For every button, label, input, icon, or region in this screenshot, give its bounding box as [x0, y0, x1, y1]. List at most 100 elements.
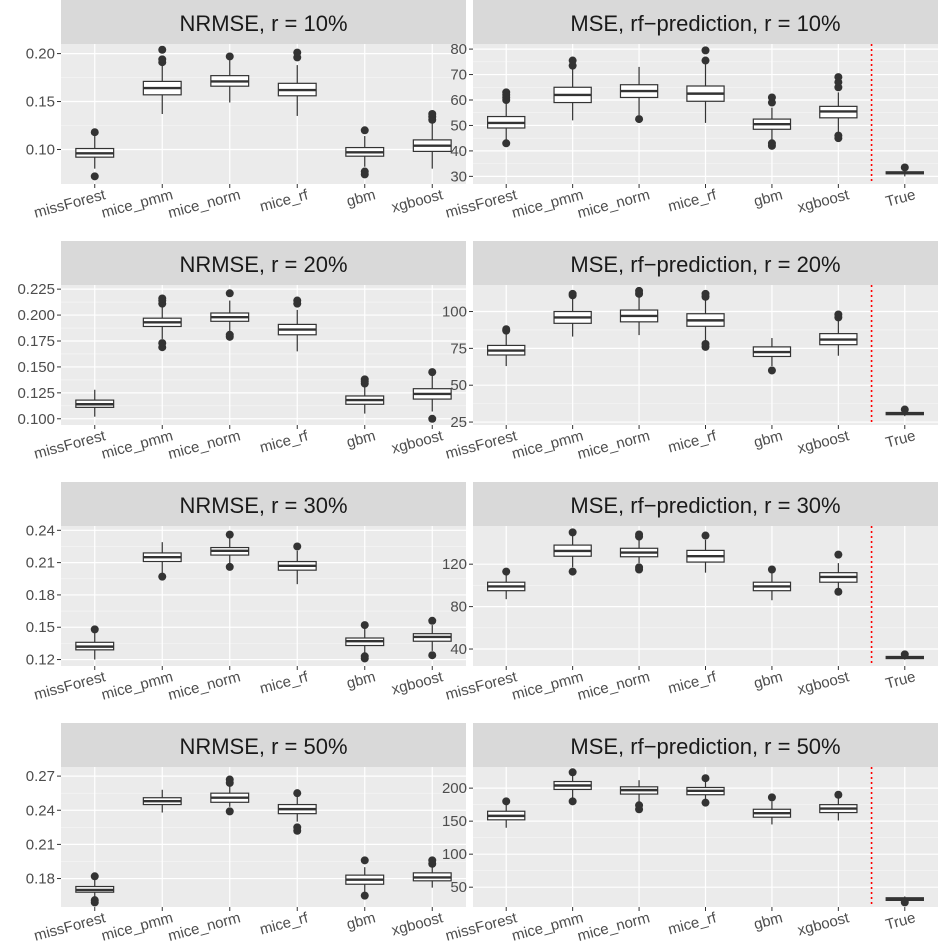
y-tick-label: 50 [450, 377, 467, 394]
outlier-point [293, 296, 302, 305]
chart-panel-7: NRMSE, r = 50% 0.18 0.21 0.24 0.27 missForest… [26, 723, 466, 942]
x-tick-label: xgboost [390, 186, 446, 216]
box-xgboost [412, 368, 452, 423]
box-mice_pmm [553, 56, 592, 121]
y-tick-label: 0.18 [26, 871, 55, 888]
box-missForest [487, 325, 526, 367]
box-mice_rf [686, 46, 725, 123]
outlier-point [502, 325, 511, 334]
outlier-point [767, 793, 776, 802]
outlier-point [701, 46, 710, 55]
y-tick-label: 0.15 [26, 619, 55, 636]
outlier-point [225, 330, 234, 339]
box-gbm [752, 338, 792, 375]
panel-strip [473, 723, 938, 767]
box-True [885, 163, 924, 177]
x-tick-label: mice_norm [166, 186, 242, 222]
x-tick-label: mice_rf [666, 427, 719, 456]
box-mice_norm [210, 530, 250, 571]
box-xgboost [412, 616, 452, 660]
x-tick-label: mice_norm [576, 186, 652, 222]
x-tick-label: mice_norm [166, 668, 242, 704]
chart-panel-2: MSE, rf−prediction, r = 10% 30 40 50 60 70 80 m… [444, 0, 938, 222]
y-tick-label: 50 [450, 117, 467, 134]
outlier-point [293, 48, 302, 57]
box-missForest [487, 797, 526, 828]
x-tick-label: missForest [32, 909, 108, 942]
box-mice_norm [210, 52, 250, 103]
outlier-point [360, 652, 369, 661]
y-tick-label: 0.225 [17, 281, 55, 298]
x-tick-label: gbm [345, 186, 378, 210]
outlier-point [90, 625, 99, 634]
x-tick-label: mice_pmm [510, 186, 585, 221]
box-mice_rf [277, 789, 317, 835]
outlier-point [568, 567, 577, 576]
panel-title: NRMSE, r = 50% [179, 734, 347, 759]
outlier-point [428, 616, 437, 625]
outlier-point [225, 52, 234, 61]
outlier-point [701, 531, 710, 540]
panel-strip [61, 723, 466, 767]
x-tick-label: missForest [32, 427, 108, 463]
outlier-point [568, 289, 577, 298]
outlier-point [834, 550, 843, 559]
plot-background [61, 526, 466, 666]
x-tick-label: missForest [444, 427, 520, 463]
outlier-point [360, 621, 369, 630]
x-tick-label: True [884, 668, 918, 692]
x-tick-label: gbm [752, 909, 785, 933]
box-mice_pmm [142, 542, 182, 581]
panel-strip [473, 241, 938, 285]
box-gbm [752, 565, 792, 601]
panel-title: NRMSE, r = 30% [179, 493, 347, 518]
x-tick-label: mice_norm [576, 909, 652, 942]
x-tick-label: mice_rf [666, 909, 719, 938]
box-mice_norm [619, 530, 659, 574]
box-xgboost [819, 790, 858, 821]
x-tick-label: mice_rf [258, 909, 311, 938]
x-tick-label: xgboost [390, 909, 446, 939]
x-tick-label: mice_pmm [100, 668, 175, 703]
x-tick-label: True [884, 186, 918, 210]
x-tick-label: xgboost [390, 427, 446, 457]
outlier-point [900, 163, 909, 172]
box-xgboost [819, 73, 858, 143]
y-tick-label: 70 [450, 67, 467, 84]
y-tick-label: 120 [442, 556, 467, 573]
outlier-point [767, 565, 776, 574]
x-tick-label: xgboost [796, 427, 852, 457]
panel-title: MSE, rf−prediction, r = 10% [570, 11, 840, 36]
outlier-point [834, 790, 843, 799]
x-tick-label: mice_pmm [510, 909, 585, 942]
x-tick-label: mice_norm [576, 668, 652, 704]
chart-panel-3: NRMSE, r = 20% 0.100 0.125 0.150 0.175 0.200 0… [17, 241, 466, 463]
box-gbm [752, 793, 792, 825]
outlier-point [158, 55, 167, 64]
y-tick-label: 40 [450, 143, 467, 160]
outlier-point [293, 823, 302, 832]
outlier-point [900, 650, 909, 659]
box-missForest [487, 567, 526, 600]
box-mice_norm [619, 66, 659, 124]
x-tick-label: mice_norm [166, 427, 242, 463]
plot-background [61, 285, 466, 425]
box-xgboost [819, 310, 858, 356]
outlier-point [360, 891, 369, 900]
y-tick-label: 0.21 [26, 555, 55, 572]
outlier-point [90, 872, 99, 881]
x-tick-label: mice_rf [666, 186, 719, 215]
x-tick-label: mice_norm [166, 909, 242, 942]
y-tick-label: 60 [450, 92, 467, 109]
x-tick-label: gbm [345, 909, 378, 933]
outlier-point [701, 289, 710, 298]
x-tick-label: missForest [444, 909, 520, 942]
outlier-point [158, 572, 167, 581]
y-tick-label: 50 [450, 879, 467, 896]
chart-panel-5: NRMSE, r = 30% 0.12 0.15 0.18 0.21 0.24 missFo… [26, 482, 466, 704]
x-tick-label: True [884, 909, 918, 933]
y-tick-label: 0.12 [26, 652, 55, 669]
box-xgboost [819, 550, 858, 596]
outlier-point [225, 775, 234, 784]
